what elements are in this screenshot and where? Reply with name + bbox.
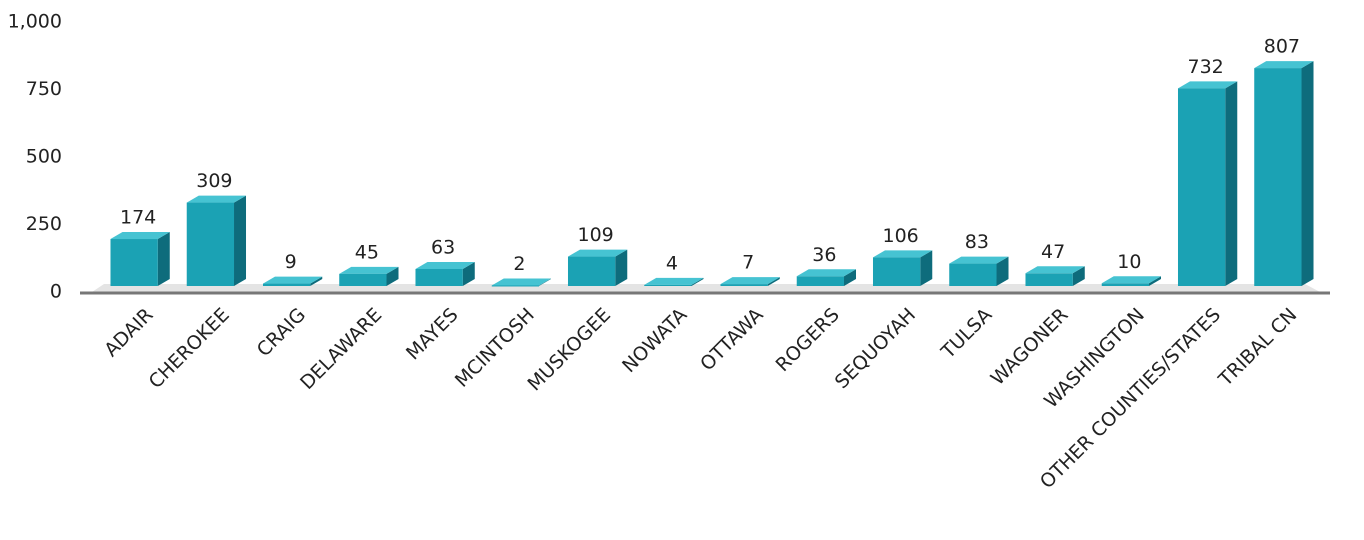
bar-side [996,256,1009,286]
value-label: 47 [1041,241,1065,263]
bar-top [872,250,933,258]
value-label: 63 [431,236,455,258]
bar-side [767,277,780,286]
x-tick-label: OTTAWA [696,304,767,375]
bar-top [1177,81,1238,89]
bar-front [339,273,387,286]
bar-front [1254,68,1302,286]
bar-top [720,277,780,285]
bar-top [567,249,628,257]
value-label: 83 [965,231,989,253]
bar [1254,61,1314,286]
bar-side [691,277,704,286]
bar-front [262,283,311,286]
bar-top [262,276,323,284]
bar-side [1301,61,1314,286]
x-tick-label: ROGERS [772,304,844,376]
value-label: 807 [1264,36,1300,58]
bar-front [491,285,540,287]
bar-top [1025,266,1085,274]
bar-side [157,232,170,286]
x-tick-label: MAYES [402,304,463,365]
bar [796,269,857,286]
x-tick-label: CHEROKEE [145,304,234,393]
y-tick-label: 250 [26,213,62,235]
value-label: 45 [355,241,379,263]
bar-top [949,256,1009,264]
bar-front [415,268,463,286]
bar [110,232,170,286]
x-tick-label: ADAIR [100,304,157,361]
bar [1101,276,1162,286]
bar [1177,81,1238,286]
x-tick-label: NOWATA [618,304,691,377]
bar-front [110,239,158,286]
value-label: 36 [812,244,836,266]
y-tick-label: 500 [26,146,62,168]
bar-side [310,276,323,286]
bar-side [234,195,247,286]
bar-front [720,284,768,286]
bar [567,249,628,286]
bar-top [110,232,170,240]
value-label: 309 [196,170,232,192]
bar-side [539,278,552,286]
bar-top [339,266,399,274]
bar [262,276,323,286]
x-tick-label: CRAIG [253,304,310,361]
value-label: 4 [666,252,678,274]
bar-front [796,276,845,286]
value-label: 174 [120,207,156,229]
bar [186,195,247,286]
bar-side [844,269,857,286]
value-label: 732 [1187,56,1223,78]
x-tick-label: TULSA [937,304,997,364]
value-label: 10 [1117,251,1141,273]
floor [92,284,1320,292]
bar-side [920,250,933,286]
bar [1025,266,1085,286]
bar-top [1101,276,1162,284]
bar-top [415,261,475,269]
bar-side [1225,81,1238,286]
bar-side [615,249,628,286]
y-tick-label: 1,000 [8,11,62,33]
bar-front [1101,283,1150,286]
bar-top [186,195,247,203]
bar-front [949,263,997,286]
bar-front [644,284,692,286]
bar-side [386,266,399,286]
bar-front [186,202,235,286]
bar-top [1254,61,1314,69]
bar [415,261,475,286]
bar-side [462,261,475,286]
y-tick-label: 0 [50,281,62,303]
bar [872,250,933,286]
bar [644,277,704,286]
value-label: 9 [285,251,297,273]
x-tick-label: SEQUOYAH [831,304,920,393]
bar-front [1025,273,1073,286]
bar [491,278,552,287]
value-label: 2 [513,253,525,275]
bar-side [1149,276,1162,286]
bar-top [491,278,552,286]
bar-top [796,269,857,277]
value-label: 106 [882,225,918,247]
bar-side [1072,266,1085,286]
value-label: 7 [742,252,754,274]
bar-front [872,257,921,286]
x-tick-label: TRIBAL CN [1214,304,1301,391]
x-tick-label: DELAWARE [296,304,386,394]
x-tick-label: MUSKOGEE [524,304,616,396]
bar [949,256,1009,286]
bar-front [567,256,616,286]
bar [339,266,399,286]
value-label: 109 [577,224,613,246]
bar-front [1177,88,1226,286]
bar [720,277,780,286]
y-tick-label: 750 [26,78,62,100]
bar-top [644,277,704,285]
